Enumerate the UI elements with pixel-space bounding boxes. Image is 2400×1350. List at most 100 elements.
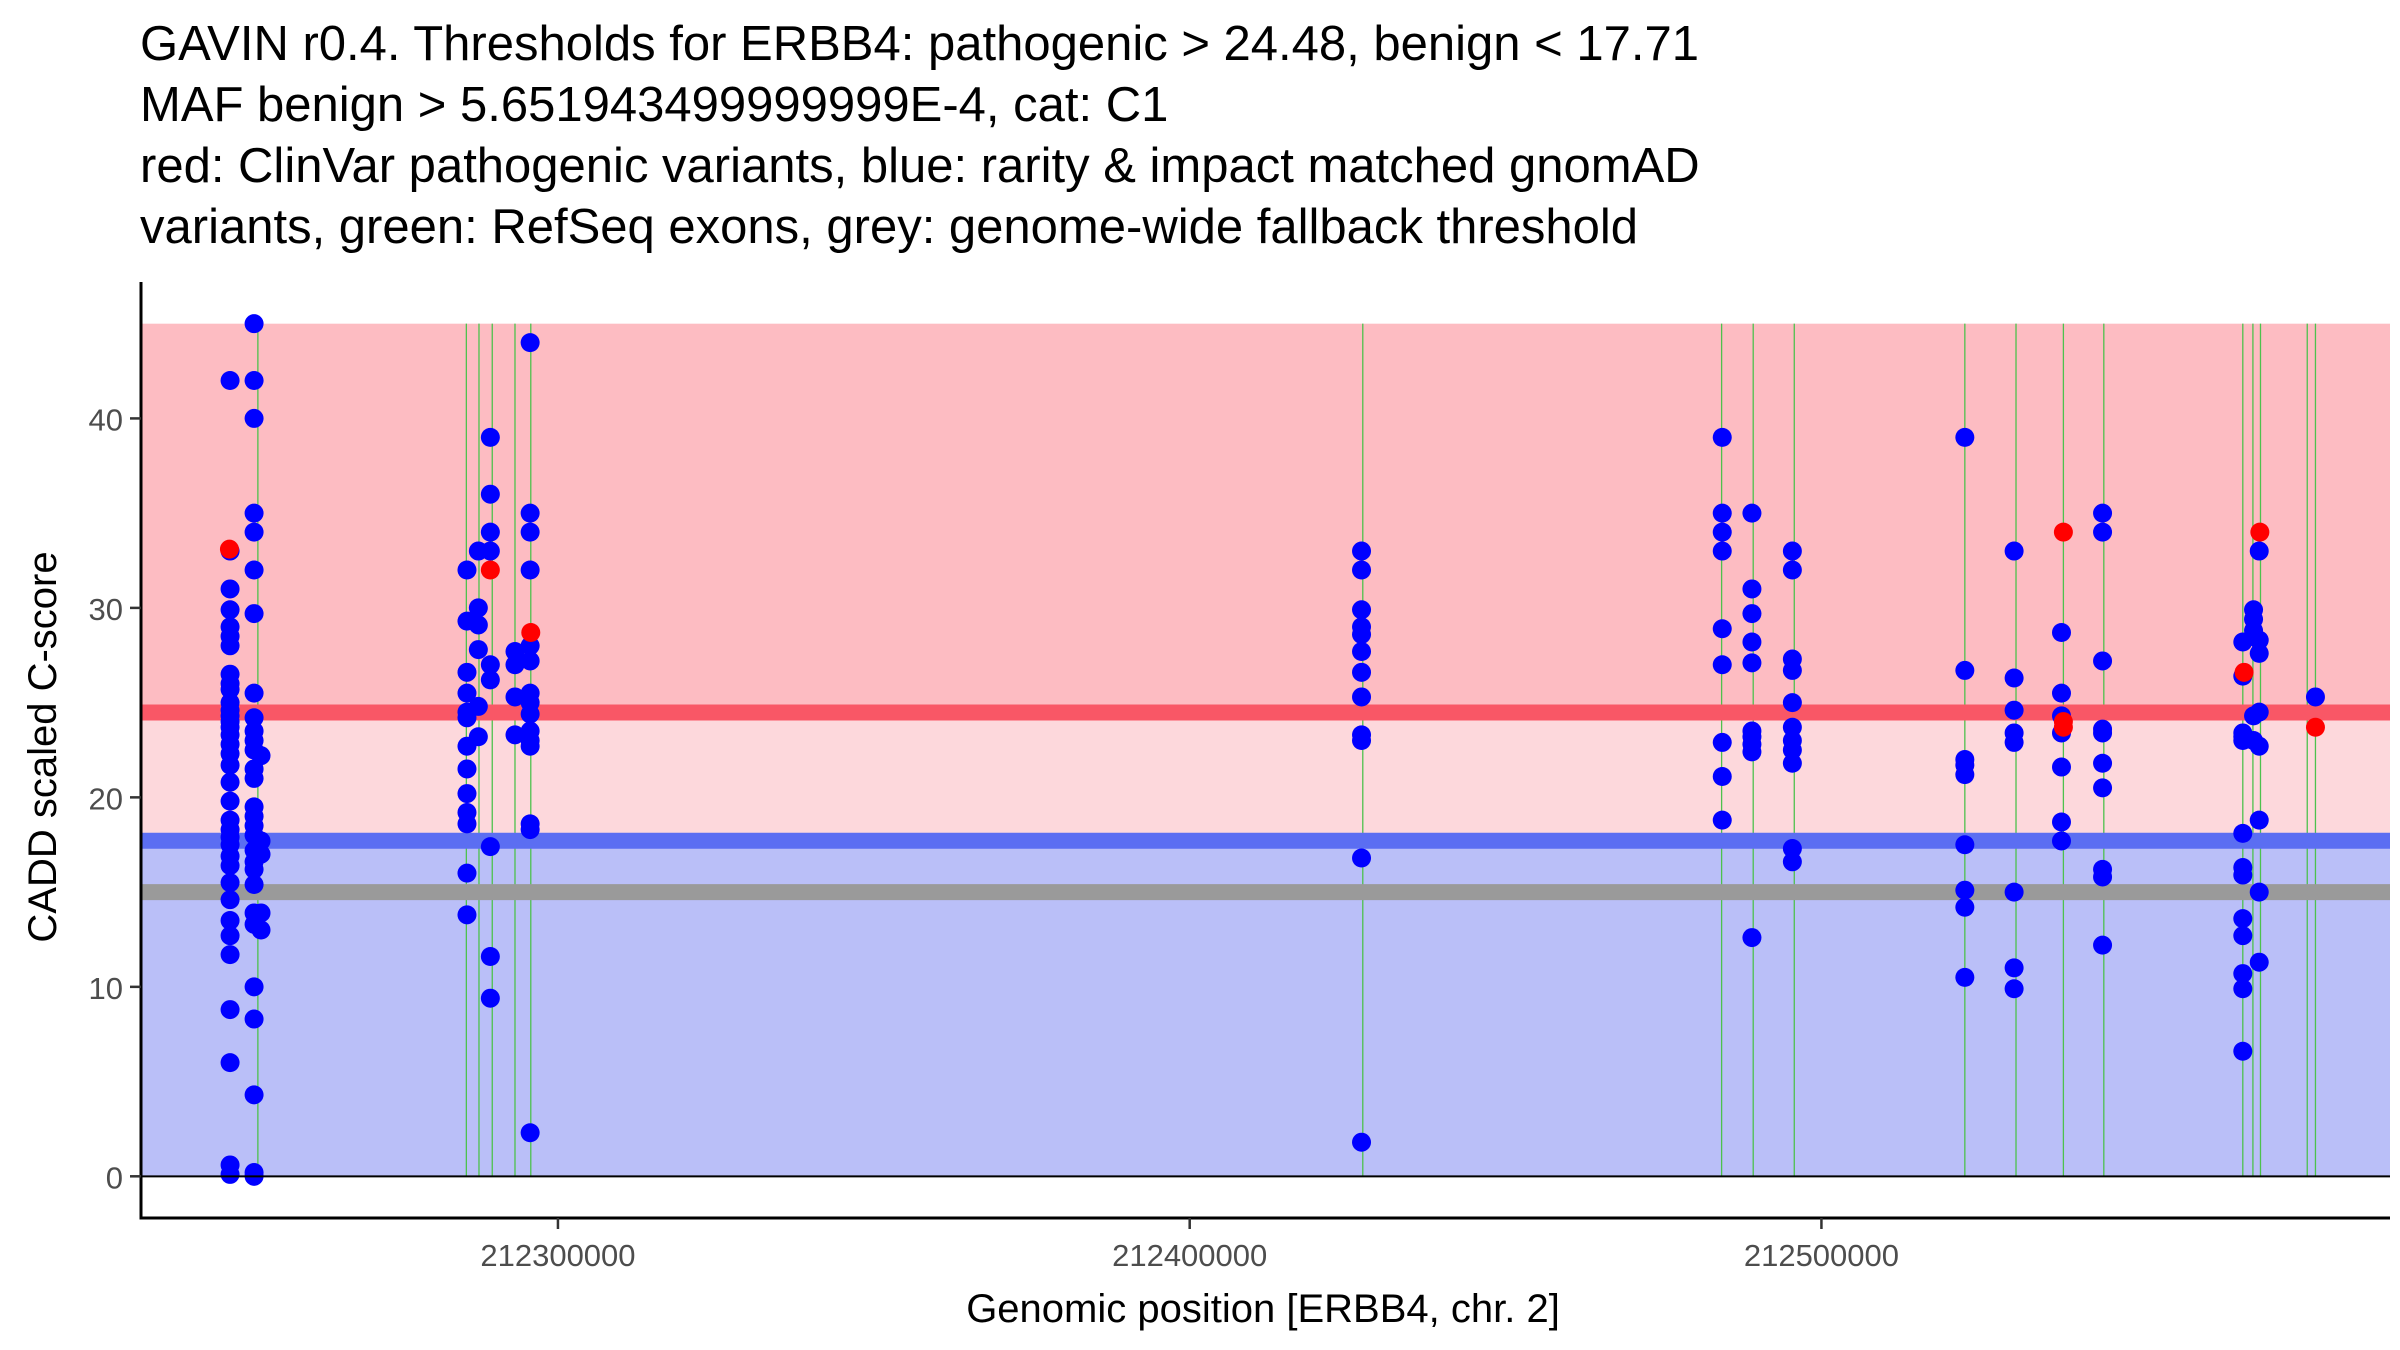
clinvar-point [2250,522,2270,542]
gnomad-point [2093,723,2113,743]
gnomad-point [244,371,264,391]
gnomad-point [244,708,264,728]
gnomad-point [1352,624,1372,644]
gnomad-point [2305,687,2325,707]
gnomad-point [1742,503,1762,523]
gnomad-point [480,988,500,1008]
gnomad-point [244,503,264,523]
gnomad-point [251,844,271,864]
gnomad-point [520,503,540,523]
gnomad-point [220,636,240,656]
gnomad-point [520,704,540,724]
gnomad-point [2093,522,2113,542]
gnomad-point [1712,541,1732,561]
gnomad-point [457,683,477,703]
axes: 0 10 20 30 40 212300000 212400000 212500000 [89,282,2390,1273]
gnomad-point [244,683,264,703]
clinvar-point [2234,662,2254,682]
gnomad-point [2051,623,2071,643]
gnomad-point [2233,823,2253,843]
gnomad-point [2249,736,2269,756]
clinvar-point [2305,717,2325,737]
gnomad-point [480,670,500,690]
gnomad-point [480,522,500,542]
gnomad-point [505,655,525,675]
gnomad-point [251,903,271,923]
gnomad-point [1352,600,1372,620]
gnomad-point [244,522,264,542]
gnomad-point [220,679,240,699]
gnomad-point [480,484,500,504]
gnomad-point [520,820,540,840]
title-line-2: MAF benign > 5.651943499999999E-4, cat: … [140,78,1169,132]
gnomad-point [468,598,488,618]
gnomad-point [220,911,240,931]
gnomad-point [220,945,240,965]
y-tick-label: 0 [106,1160,123,1195]
gnomad-point [2249,952,2269,972]
gnomad-point [244,408,264,428]
gnomad-point [1742,928,1762,948]
gnomad-point [220,890,240,910]
y-tick-label: 30 [89,592,123,627]
gnomad-point [220,791,240,811]
gnomad-point [2004,668,2024,688]
gnomad-point [1742,742,1762,762]
gnomad-point [2249,702,2269,722]
gnomad-point [457,863,477,883]
gnomad-point [480,947,500,967]
gnomad-point [244,859,264,879]
gnomad-point [520,1123,540,1143]
gnomad-point [220,600,240,620]
gnomad-point [520,651,540,671]
x-axis-title: Genomic position [ERBB4, chr. 2] [966,1287,1560,1331]
gnomad-point [220,579,240,599]
gnomad-point [457,662,477,682]
x-tick-label: 212500000 [1744,1238,1899,1273]
gnomad-point [1742,579,1762,599]
gnomad-point [505,687,525,707]
gnomad-point [1352,848,1372,868]
gnomad-point [480,427,500,447]
clinvar-point [521,623,541,643]
gnomad-point [220,755,240,775]
y-tick-label: 20 [89,781,123,816]
gnomad-point [2004,732,2024,752]
clinvar-point [219,539,239,559]
gnomad-point [244,768,264,788]
data-points [219,314,2325,1186]
gnomad-point [505,641,525,661]
gnomad-point [1712,732,1732,752]
gnomad-point [520,736,540,756]
gnomad-point [220,1164,240,1184]
gnomad-point [1712,810,1732,830]
gnomad-point [220,772,240,792]
gnomad-point [468,640,488,660]
gnomad-point [1955,835,1975,855]
gnomad-point [457,814,477,834]
gnomad-point [2233,865,2253,885]
gnomad-point [251,746,271,766]
gnomad-point [244,314,264,334]
gnomad-point [2004,979,2024,999]
gnomad-point [1712,503,1732,523]
gnomad-point [457,560,477,580]
gnomad-point [457,759,477,779]
gnomad-point [1742,632,1762,652]
gnomad-point [1352,560,1372,580]
gnomad-point [2093,867,2113,887]
gnomad-point [1352,731,1372,751]
gnomad-point [1712,767,1732,787]
gnomad-point [1352,1132,1372,1152]
gnomad-point [2233,964,2253,984]
gnomad-point [2233,1041,2253,1061]
gnomad-point [1955,660,1975,680]
y-tick-label: 10 [89,971,123,1006]
gnomad-point [2093,651,2113,671]
gnomad-point [244,875,264,895]
gnomad-point [2093,503,2113,523]
gnomad-point [220,926,240,946]
gnomad-point [457,905,477,925]
gnomad-point [1352,641,1372,661]
